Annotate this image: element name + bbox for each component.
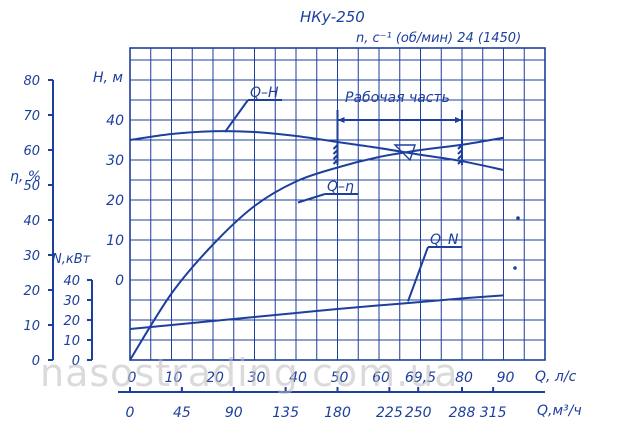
q-tick-label: 90 (497, 370, 515, 386)
watermark: nasostrading.com.ua (40, 351, 459, 395)
speed-label: n, с⁻¹ (об/мин) 24 (1450) (356, 31, 521, 46)
power-axis-label: N,кВт (52, 252, 91, 267)
head-axis-label: Н, м (93, 70, 123, 86)
series-lines (129, 99, 504, 361)
qm3-tick-label: 90 (225, 405, 243, 421)
work-zone-label: Рабочая часть (345, 90, 450, 106)
qm3-tick-label: 315 (480, 405, 507, 421)
power-tick-label: 10 (63, 334, 80, 349)
work-zone-arrow-right (455, 117, 462, 123)
q-axis-label: Q, л/с (535, 369, 577, 385)
power-tick-label: 0 (72, 354, 80, 369)
optimum-point-marker (393, 144, 416, 162)
qm3-tick-label: 225 (376, 405, 403, 421)
work-zone-hatch (457, 144, 463, 150)
series-label-qeta: Q–η (327, 179, 354, 195)
qm3-tick-label: 0 (126, 405, 135, 421)
head-tick-label: 10 (106, 233, 124, 249)
head-tick-label: 20 (106, 193, 124, 209)
qm3-tick-label: 250 (405, 405, 432, 421)
q-tick-label: 10 (165, 370, 183, 386)
power-tick-label: 20 (63, 314, 80, 329)
eff-tick-label: 0 (32, 354, 40, 369)
series-line-qeta (129, 136, 504, 361)
head-tick-label: 40 (106, 113, 124, 129)
qm3-tick-label: 180 (324, 405, 351, 421)
eff-tick-label: 80 (23, 74, 40, 89)
head-tick-label: 0 (115, 273, 124, 289)
power-tick-label: 30 (63, 294, 80, 309)
qm3-tick-label: 288 (449, 405, 476, 421)
eff-tick-label: 40 (23, 214, 40, 229)
leader-line-qeta (297, 193, 326, 204)
work-zone-hatch (332, 149, 339, 155)
work-zone-hatch (332, 154, 339, 160)
eff-tick-label: 60 (23, 144, 40, 159)
q-tick-label: 40 (289, 370, 307, 386)
qm3-tick-label: 45 (173, 405, 191, 421)
eff-axis-label: η, % (10, 169, 41, 185)
axes (48, 79, 545, 393)
qm3-axis-label: Q,м³/ч (537, 403, 582, 419)
q-tick-label: 0 (128, 370, 137, 386)
chart-title: НКу-250 (300, 8, 365, 26)
eff-tick-label: 20 (23, 284, 40, 299)
series-line-qn (129, 294, 504, 330)
q-tick-label: 50 (331, 370, 349, 386)
power-tick-label: 40 (63, 274, 80, 289)
eff-tick-label: 10 (23, 319, 40, 334)
chart-grid (129, 48, 546, 361)
series-label-qh: Q–H (250, 85, 279, 101)
work-zone (332, 110, 520, 270)
leader-line-qh (224, 99, 249, 133)
work-zone-hatch (332, 144, 339, 150)
qm3-tick-label: 135 (272, 405, 299, 421)
eff-tick-label: 50 (23, 179, 40, 194)
work-zone-hatch (457, 149, 463, 155)
head-tick-label: 30 (106, 153, 124, 169)
work-zone-arrow-left (337, 117, 345, 123)
work-zone-hatch (457, 154, 463, 160)
q-tick-label: 80 (455, 370, 473, 386)
q-tick-label: 60 (372, 370, 390, 386)
q-tick-label: 20 (206, 370, 224, 386)
eff-tick-label: 30 (23, 249, 40, 264)
plot-frame (129, 47, 546, 361)
series-line-qh (129, 130, 504, 171)
q-tick-label: 30 (248, 370, 266, 386)
tick-labels: 0 10 20 30 40 50 60 69,5 80 90 0 45 90 135 180 225 250 28… (23, 74, 514, 421)
curve-end-marker (513, 266, 517, 270)
curve-end-marker (516, 216, 520, 220)
work-zone-hatch (332, 159, 339, 165)
chart-labels: НКу-250 n, с⁻¹ (об/мин) 24 (1450) Н, м η… (10, 8, 582, 419)
leader-line-qn (407, 246, 429, 302)
work-zone-hatch (457, 159, 463, 165)
q-tick-label: 69,5 (405, 370, 436, 386)
eff-tick-label: 70 (23, 109, 40, 124)
series-label-qn: Q–N (430, 232, 459, 248)
